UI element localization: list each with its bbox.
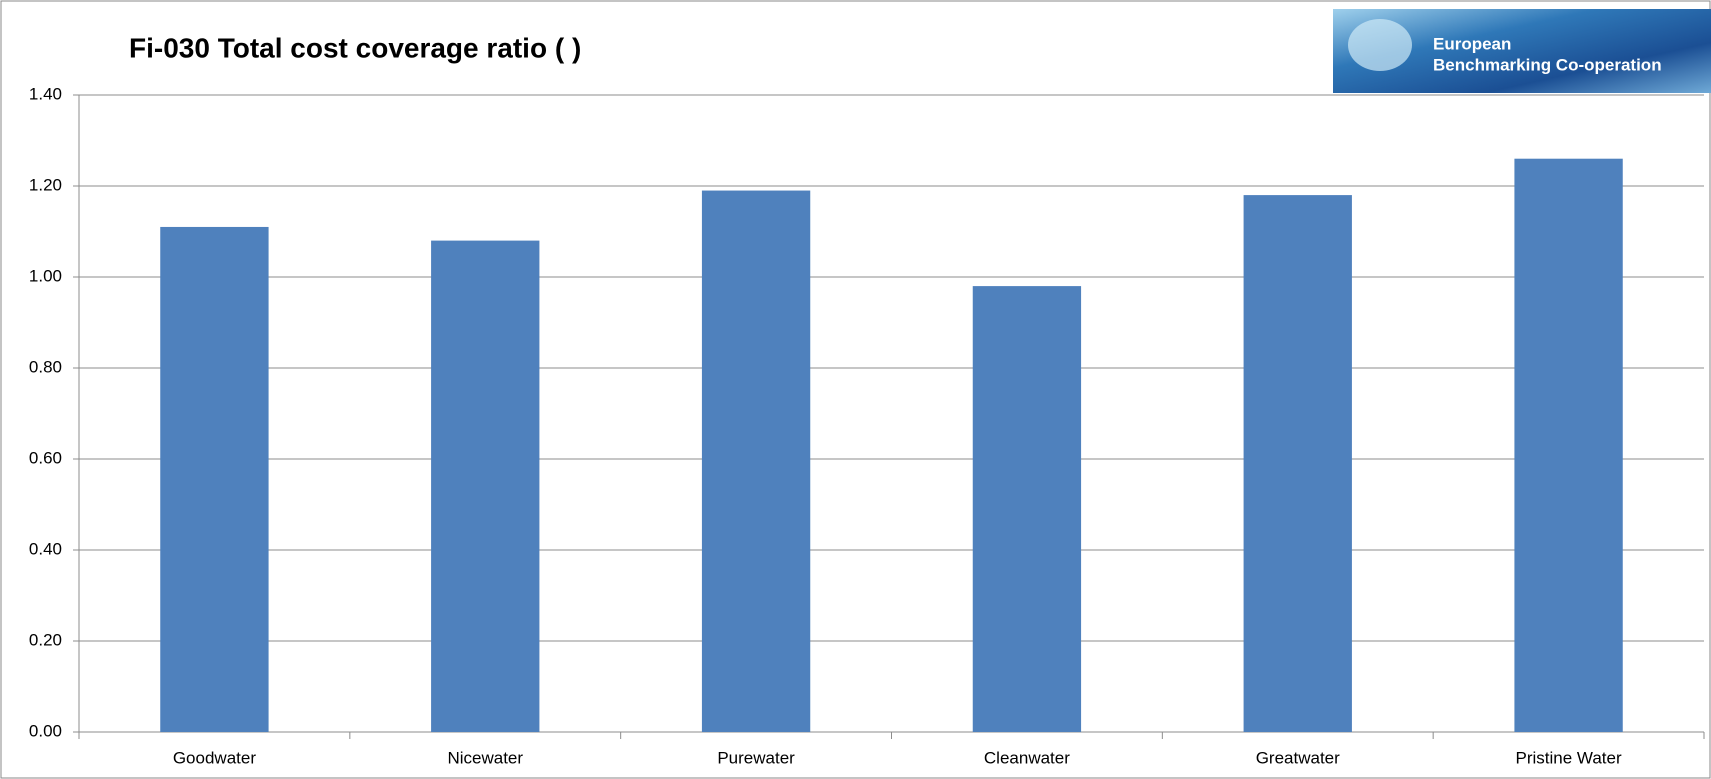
bar bbox=[972, 286, 1082, 732]
x-tick-label: Goodwater bbox=[173, 748, 256, 767]
x-tick-label: Cleanwater bbox=[984, 748, 1070, 767]
y-tick-label: 1.00 bbox=[29, 266, 62, 285]
bar bbox=[431, 240, 540, 732]
logo-line: European bbox=[1433, 34, 1511, 53]
y-tick-label: 1.20 bbox=[29, 175, 62, 194]
chart-title: Fi-030 Total cost coverage ratio ( ) bbox=[129, 32, 581, 63]
logo-line: Benchmarking Co-operation bbox=[1433, 55, 1662, 74]
y-tick-label: 0.00 bbox=[29, 721, 62, 740]
logo-icon bbox=[1348, 19, 1412, 71]
y-tick-label: 0.40 bbox=[29, 539, 62, 558]
bar bbox=[1243, 195, 1352, 733]
y-tick-label: 0.60 bbox=[29, 448, 62, 467]
x-tick-label: Greatwater bbox=[1256, 748, 1340, 767]
bar bbox=[160, 226, 269, 732]
x-tick-label: Purewater bbox=[717, 748, 795, 767]
y-tick-label: 1.40 bbox=[29, 84, 62, 103]
x-tick-label: Nicewater bbox=[447, 748, 523, 767]
bar bbox=[701, 190, 811, 733]
bar bbox=[1514, 158, 1623, 732]
y-tick-label: 0.80 bbox=[29, 357, 62, 376]
logo: European Benchmarking Co-operation bbox=[1333, 9, 1711, 93]
x-tick-label: Pristine Water bbox=[1516, 748, 1622, 767]
y-tick-label: 0.20 bbox=[29, 630, 62, 649]
